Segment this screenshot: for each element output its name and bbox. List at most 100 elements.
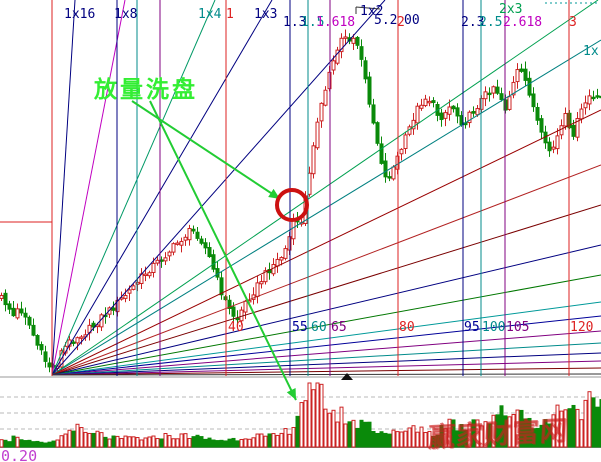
candle-body: [207, 247, 212, 258]
volume-bar: [219, 439, 224, 448]
volume-bar: [503, 415, 508, 448]
volume-bar: [463, 429, 468, 448]
ratio-label-1.618: 1.618: [316, 15, 356, 30]
volume-bar: [591, 397, 596, 448]
candle-body: [227, 299, 232, 309]
volume-bar: [415, 431, 420, 448]
volume-bar: [371, 430, 376, 448]
candle-body: [71, 341, 76, 344]
candle-body: [371, 104, 376, 124]
volume-bar: [367, 421, 372, 448]
candle-body: [403, 134, 408, 150]
volume-bar: [495, 414, 500, 448]
volume-bar: [223, 440, 228, 448]
gann-fan-label-1: 1: [226, 7, 234, 22]
volume-bar: [515, 409, 520, 448]
candle-body: [491, 86, 496, 94]
candle-body: [451, 105, 456, 110]
volume-bar: [427, 430, 432, 448]
arrowhead-icon: [268, 188, 280, 199]
highlight-circle: [275, 188, 309, 222]
candle-body: [399, 148, 404, 155]
ratio-label-1.5: 1.5: [301, 15, 325, 30]
candle-body: [571, 124, 576, 137]
candle-body: [155, 259, 160, 264]
candle-body: [27, 316, 32, 326]
volume-bar: [431, 435, 436, 448]
gann-fan-line: [51, 352, 601, 376]
gann-fan-line: [51, 164, 601, 376]
volume-bar: [363, 421, 368, 448]
volume-bar: [455, 430, 460, 448]
gann-fan-line: [51, 0, 126, 376]
volume-bar: [235, 440, 240, 448]
volume-bar: [355, 427, 360, 448]
candle-body: [415, 105, 420, 124]
candle-body: [519, 68, 524, 72]
volume-bar: [283, 428, 288, 448]
ratio-label-5.2: 5.2: [374, 13, 398, 28]
volume-bar: [511, 414, 516, 448]
volume-bar: [287, 433, 292, 448]
volume-bar: [295, 415, 300, 448]
volume-bar: [419, 426, 424, 448]
gann-fan-line: [51, 204, 601, 376]
volume-bar: [7, 441, 12, 448]
candle-body: [11, 307, 16, 317]
volume-bar: [443, 428, 448, 448]
volume-bar: [383, 432, 388, 448]
gann-fan-line: [51, 301, 601, 376]
gann-fan-line: [51, 244, 601, 376]
volume-bar: [571, 404, 576, 448]
volume-bar: [451, 419, 456, 448]
gann-fan-line: [51, 367, 601, 376]
candle-body: [7, 303, 12, 310]
volume-bar: [207, 437, 212, 448]
bar-count-label-100: 100: [482, 320, 506, 335]
candle-body: [283, 248, 288, 259]
volume-bar: [575, 408, 580, 448]
volume-bar: [447, 418, 452, 448]
candle-body: [43, 351, 48, 362]
volume-bar: [139, 439, 144, 448]
candle-body: [579, 108, 584, 120]
candle-body: [359, 46, 364, 60]
candle-body: [547, 141, 552, 152]
volume-bar: [119, 438, 124, 448]
volume-bar: [11, 435, 16, 448]
volume-bar: [547, 423, 552, 448]
candle-body: [259, 281, 264, 285]
candle-body: [411, 119, 416, 130]
volume-bar: [127, 436, 132, 448]
volume-bar: [323, 408, 328, 448]
candle-body: [591, 96, 596, 100]
bar-count-label-95: 95: [464, 320, 480, 335]
volume-bar: [103, 436, 108, 448]
candle-body: [339, 37, 344, 53]
volume-bar: [83, 431, 88, 448]
bar-count-label-65: 65: [331, 320, 347, 335]
bar-count-label-55: 55: [292, 320, 308, 335]
volume-bar: [35, 440, 40, 448]
candle-body: [35, 335, 40, 346]
volume-bar: [351, 419, 356, 448]
candle-body: [123, 295, 128, 299]
volume-bar: [491, 414, 496, 448]
candle-body: [187, 228, 192, 241]
candle-body: [383, 160, 388, 178]
volume-bar: [123, 435, 128, 448]
volume-bar: [243, 438, 248, 448]
gann-fan-line: [51, 39, 601, 376]
volume-bar: [263, 435, 268, 448]
candle-body: [335, 49, 340, 64]
candle-body: [127, 289, 132, 294]
candle-body: [495, 86, 500, 94]
volume-bar: [271, 433, 276, 448]
candle-body: [387, 176, 392, 179]
bar-count-label-40: 40: [228, 320, 244, 335]
volume-bar: [391, 429, 396, 448]
candle-body: [563, 113, 568, 127]
candle-body: [443, 112, 448, 119]
candle-body: [163, 257, 168, 262]
